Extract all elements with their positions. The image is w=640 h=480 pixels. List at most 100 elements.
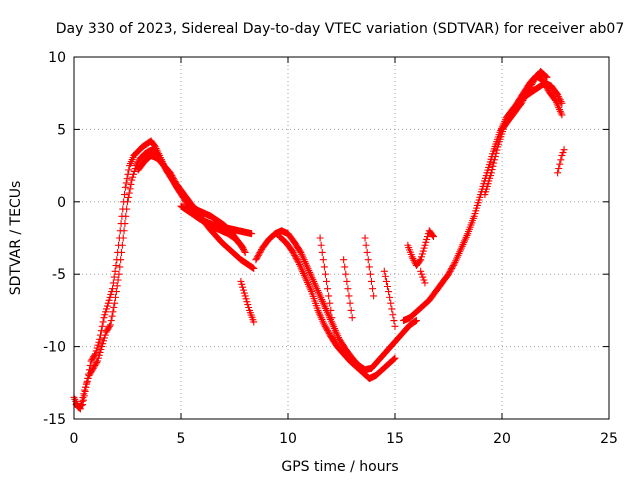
interpolated-point — [555, 164, 563, 172]
interpolated-point — [488, 166, 496, 174]
interpolated-point — [171, 178, 179, 186]
interpolated-point — [91, 361, 99, 369]
data-point — [387, 299, 395, 307]
data-point — [237, 277, 245, 285]
interpolated-point — [168, 172, 176, 180]
interpolated-point — [244, 301, 252, 309]
interpolated-point — [238, 280, 246, 288]
interpolated-point — [321, 270, 329, 278]
interpolated-point — [420, 244, 428, 252]
data-point — [320, 263, 328, 271]
data-point — [106, 321, 114, 329]
x-tick-labels: 0 5 10 15 20 25 — [70, 431, 618, 447]
data-point — [417, 256, 425, 264]
data-series — [361, 234, 378, 300]
data-point — [89, 364, 97, 372]
interpolated-point — [539, 78, 547, 86]
interpolated-point — [123, 205, 131, 213]
interpolated-point — [518, 98, 526, 106]
interpolated-point — [559, 149, 567, 157]
plot-frame — [73, 56, 610, 420]
data-series — [340, 256, 356, 322]
data-point — [250, 264, 258, 272]
interpolated-point — [256, 248, 264, 256]
interpolated-point — [106, 322, 114, 330]
interpolated-point — [170, 176, 178, 184]
data-point — [87, 357, 95, 365]
interpolated-point — [254, 251, 262, 259]
interpolated-point — [112, 293, 120, 301]
interpolated-point — [257, 247, 265, 255]
interpolated-point — [88, 356, 96, 364]
interpolated-point — [289, 248, 297, 256]
data-point — [421, 279, 429, 287]
interpolated-point — [319, 256, 327, 264]
interpolated-point — [557, 98, 565, 106]
interpolated-point — [551, 95, 559, 103]
interpolated-point — [449, 262, 457, 270]
interpolated-point — [239, 283, 247, 291]
interpolated-point — [118, 241, 126, 249]
interpolated-point — [416, 257, 424, 265]
data-point — [96, 335, 104, 343]
data-point — [554, 169, 562, 177]
data-point — [539, 76, 547, 84]
interpolated-point — [104, 325, 112, 333]
interpolated-point — [111, 267, 119, 275]
interpolated-point — [388, 305, 396, 313]
interpolated-point — [419, 247, 427, 255]
interpolated-point — [82, 383, 90, 391]
interpolated-point — [97, 345, 105, 353]
data-point — [85, 372, 93, 380]
interpolated-point — [90, 353, 98, 361]
interpolated-point — [296, 247, 304, 255]
data-point — [543, 73, 551, 81]
interpolated-point — [169, 173, 177, 181]
interpolated-point — [95, 338, 103, 346]
data-points — [70, 67, 568, 413]
interpolated-point — [100, 337, 108, 345]
interpolated-point — [88, 367, 96, 375]
interpolated-point — [489, 162, 497, 170]
interpolated-point — [113, 282, 121, 290]
interpolated-point — [110, 273, 118, 281]
interpolated-point — [543, 85, 551, 93]
data-point — [288, 247, 296, 255]
interpolated-point — [108, 312, 116, 320]
interpolated-point — [362, 241, 370, 249]
data-point — [166, 169, 174, 177]
interpolated-point — [490, 159, 498, 167]
interpolated-point — [326, 299, 334, 307]
interpolated-point — [101, 331, 109, 339]
interpolated-point — [447, 266, 455, 274]
chart-title: Day 330 of 2023, Sidereal Day-to-day VTE… — [56, 21, 625, 37]
interpolated-point — [321, 322, 329, 330]
data-point — [98, 343, 106, 351]
data-point — [100, 314, 108, 322]
interpolated-point — [524, 86, 532, 94]
interpolated-point — [123, 175, 131, 183]
interpolated-point — [118, 248, 126, 256]
data-point — [412, 317, 420, 325]
data-point — [419, 273, 427, 281]
interpolated-point — [557, 156, 565, 164]
data-series — [498, 67, 551, 133]
interpolated-point — [291, 251, 299, 259]
data-point — [361, 234, 369, 242]
data-point — [252, 256, 260, 264]
data-series — [380, 267, 399, 330]
interpolated-point — [167, 170, 175, 178]
interpolated-point — [245, 304, 253, 312]
interpolated-point — [88, 366, 96, 374]
interpolated-point — [324, 285, 332, 293]
data-point — [445, 270, 452, 278]
interpolated-point — [253, 254, 261, 262]
interpolated-point — [95, 351, 103, 359]
interpolated-point — [323, 325, 331, 333]
data-point — [327, 306, 335, 314]
interpolated-point — [107, 317, 115, 325]
data-point — [104, 299, 112, 307]
interpolated-point — [86, 370, 94, 378]
data-point — [102, 328, 110, 336]
